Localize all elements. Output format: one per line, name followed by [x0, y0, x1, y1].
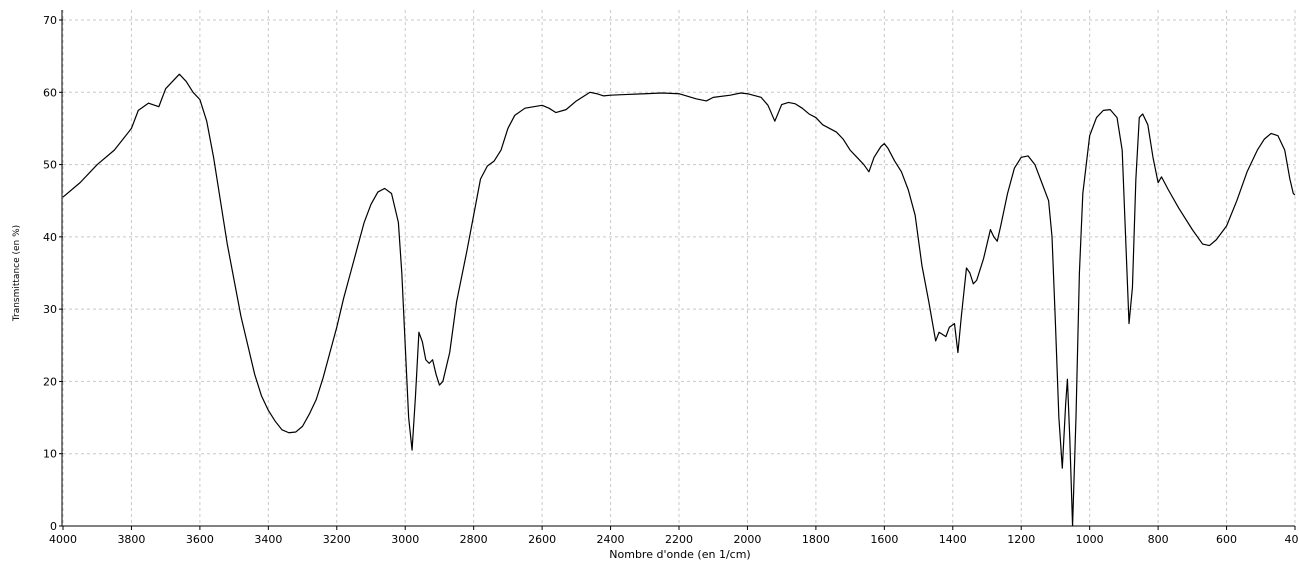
- x-tick-label: 3800: [117, 533, 145, 546]
- x-tick-label: 1200: [1007, 533, 1035, 546]
- y-tick-label: 50: [43, 159, 57, 172]
- y-tick-label: 20: [43, 375, 57, 388]
- x-tick-label: 4000: [49, 533, 77, 546]
- x-tick-label: 1400: [939, 533, 967, 546]
- y-tick-label: 30: [43, 303, 57, 316]
- x-tick-label: 3000: [391, 533, 419, 546]
- y-tick-label: 0: [50, 520, 57, 533]
- x-tick-label: 3600: [186, 533, 214, 546]
- y-tick-label: 40: [43, 231, 57, 244]
- x-tick-label: 2600: [528, 533, 556, 546]
- x-tick-label: 1600: [870, 533, 898, 546]
- x-axis-label: Nombre d'onde (en 1/cm): [609, 548, 750, 561]
- y-tick-label: 10: [43, 448, 57, 461]
- x-tick-label: 1800: [802, 533, 830, 546]
- y-tick-label: 70: [43, 14, 57, 27]
- x-tick-label: 400: [1285, 533, 1299, 546]
- spectrum-line: [62, 73, 1296, 527]
- x-tick-label: 2200: [665, 533, 693, 546]
- y-axis-label: Transmittance (en %): [12, 225, 22, 322]
- x-tick-label: 600: [1216, 533, 1237, 546]
- x-tick-label: 2400: [597, 533, 625, 546]
- x-tick-label: 2800: [460, 533, 488, 546]
- x-tick-label: 800: [1148, 533, 1169, 546]
- x-tick-label: 3200: [323, 533, 351, 546]
- x-tick-label: 1000: [1076, 533, 1104, 546]
- x-tick-label: 3400: [254, 533, 282, 546]
- x-tick-label: 2000: [733, 533, 761, 546]
- y-tick-label: 60: [43, 86, 57, 99]
